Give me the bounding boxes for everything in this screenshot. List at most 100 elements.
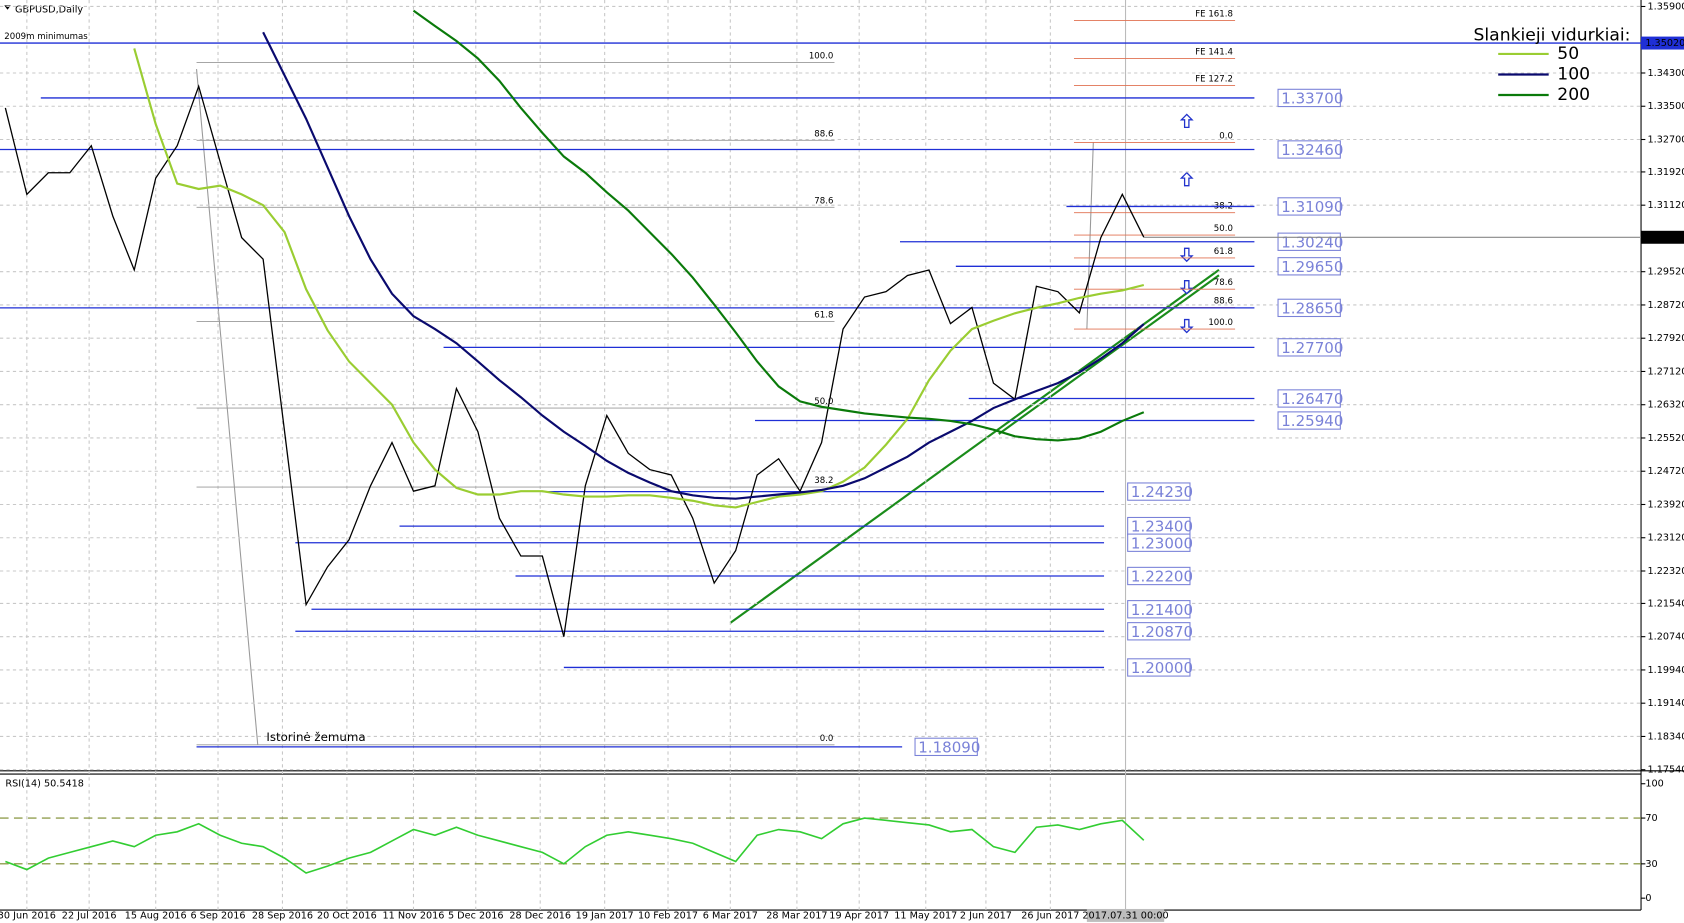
fib-label: 100.0 — [1208, 318, 1233, 328]
y-tick-label: 1.20740 — [1647, 632, 1684, 643]
y-tick-label: 1.33500 — [1647, 101, 1684, 112]
fib-label: 38.2 — [814, 476, 833, 486]
chart-title: GBPUSD,Daily — [15, 5, 83, 16]
level-label: 1.23000 — [1131, 534, 1193, 552]
x-tick-label: 20 Oct 2016 — [317, 910, 377, 921]
level-label: 1.22200 — [1131, 568, 1193, 586]
x-tick-label: 10 Feb 2017 — [638, 910, 698, 921]
level-box — [1127, 622, 1191, 641]
y-tick-label: 100 — [1645, 779, 1663, 790]
fib-label: 0.0 — [820, 734, 834, 744]
fib-label: FE 127.2 — [1195, 74, 1233, 84]
fib-label: 88.6 — [1214, 296, 1233, 306]
y-tick-label: 1.17540 — [1647, 765, 1684, 776]
level-box — [1127, 566, 1191, 586]
x-tick-label: 19 Apr 2017 — [829, 910, 889, 921]
series-line — [133, 48, 1145, 509]
y-tick-label: 70 — [1645, 813, 1657, 824]
fib-label: 61.8 — [814, 311, 833, 321]
fib-label: 88.6 — [814, 129, 833, 139]
level-box — [1277, 389, 1341, 408]
level-label: 1.20870 — [1131, 623, 1193, 641]
y-tick-label: 1.31120 — [1647, 200, 1684, 211]
y-tick-label: 30 — [1645, 859, 1657, 870]
y-tick-label: 1.31920 — [1647, 167, 1684, 178]
y-tick-label: 1.34300 — [1647, 68, 1684, 79]
level-box — [1277, 140, 1341, 159]
x-tick-label: 11 May 2017 — [894, 910, 957, 921]
level-label: 1.28650 — [1281, 299, 1343, 317]
reference-axis-box — [1641, 36, 1684, 50]
y-tick-label: 1.35900 — [1647, 1, 1684, 12]
legend-label: 100 — [1557, 64, 1590, 84]
level-label: 1.26470 — [1281, 390, 1343, 408]
fib-anchor — [1086, 142, 1094, 330]
fib-label: 78.6 — [1214, 278, 1233, 288]
fib-label: 61.8 — [1214, 247, 1233, 257]
down-arrow — [1179, 280, 1194, 295]
fib-label: 100.0 — [809, 52, 834, 62]
level-box — [1277, 88, 1341, 108]
fib-label: 78.6 — [814, 196, 833, 206]
x-label-highlight — [1086, 908, 1165, 922]
y-tick-label: 1.23120 — [1647, 533, 1684, 544]
x-tick-label: 28 Sep 2016 — [252, 910, 313, 921]
fib-label: FE 161.8 — [1195, 10, 1233, 20]
fib-label: 0.0 — [1219, 131, 1233, 141]
annotation: Istorinė žemuma — [266, 730, 365, 744]
x-tick-label: 26 Jun 2017 — [1021, 910, 1079, 921]
level-label: 1.24230 — [1131, 483, 1193, 501]
x-tick-label: 28 Mar 2017 — [766, 910, 827, 921]
x-tick-label: 11 Nov 2016 — [383, 910, 445, 921]
level-box — [1127, 658, 1191, 677]
fib-label: 50.0 — [1214, 224, 1233, 234]
y-tick-label: 1.27920 — [1647, 333, 1684, 344]
fib-label: 50.0 — [814, 397, 833, 407]
series-line — [262, 31, 1145, 500]
reference-text: 2009m minimumas — [4, 32, 88, 42]
level-box — [1127, 482, 1191, 501]
x-tick-label: 5 Dec 2016 — [448, 910, 504, 921]
x-tick-label: 15 Aug 2016 — [125, 910, 187, 921]
current-price-box — [1641, 230, 1684, 244]
level-label: 1.18090 — [918, 738, 980, 756]
x-tick-label: 30 Jun 2016 — [0, 910, 56, 921]
level-box — [1127, 533, 1191, 552]
level-label: 1.21400 — [1131, 601, 1193, 619]
fib-label: FE 141.4 — [1195, 47, 1233, 57]
level-label: 1.27700 — [1281, 339, 1343, 357]
level-box — [1277, 338, 1341, 357]
up-arrow — [1179, 171, 1194, 187]
level-label: 1.31090 — [1281, 198, 1343, 216]
y-tick-label: 1.29520 — [1647, 267, 1684, 278]
y-tick-label: 1.25520 — [1647, 433, 1684, 444]
level-box — [1277, 257, 1341, 276]
level-label: 1.29650 — [1281, 258, 1343, 276]
fib-anchor — [196, 69, 259, 745]
series-line — [4, 84, 1145, 637]
level-label: 1.32460 — [1281, 141, 1343, 159]
y-tick-label: 1.32700 — [1647, 134, 1684, 145]
level-label: 1.20000 — [1131, 659, 1193, 677]
trend-line — [998, 274, 1220, 435]
x-tick-label: 2 Jun 2017 — [960, 910, 1012, 921]
y-tick-label: 1.18340 — [1647, 731, 1684, 742]
y-tick-label: 1.23920 — [1647, 499, 1684, 510]
y-tick-label: 0 — [1645, 893, 1651, 904]
series-line — [412, 9, 1145, 442]
legend-label: 50 — [1557, 44, 1579, 64]
level-box — [914, 737, 978, 757]
y-tick-label: 1.27120 — [1647, 366, 1684, 377]
current-price-label: 1.30348 — [1645, 232, 1684, 243]
level-box — [1277, 411, 1341, 430]
x-tick-label: 22 Jul 2016 — [62, 910, 117, 921]
level-box — [1277, 197, 1341, 216]
reference-axis-label: 1.35020 — [1645, 38, 1684, 49]
legend-label: 200 — [1557, 85, 1590, 105]
up-arrow — [1179, 113, 1194, 129]
y-tick-label: 1.24720 — [1647, 466, 1684, 477]
y-tick-label: 1.19140 — [1647, 698, 1684, 709]
